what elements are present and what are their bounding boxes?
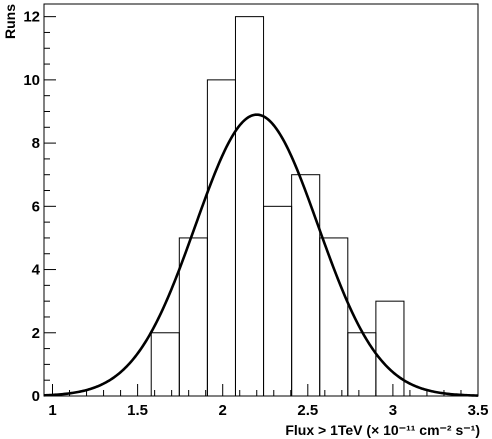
histogram-bar bbox=[206, 79, 236, 397]
histogram-bar bbox=[319, 237, 349, 397]
y-tick-label: 12 bbox=[23, 9, 40, 26]
y-tick-label: 10 bbox=[23, 72, 40, 89]
x-tick-label: 1 bbox=[48, 402, 56, 419]
x-axis-ticks: 1 1.5 2 2.5 3 3.5 bbox=[48, 384, 488, 419]
histogram-bar bbox=[347, 332, 377, 397]
x-tick-label: 3 bbox=[389, 402, 397, 419]
y-tick-label: 4 bbox=[32, 262, 41, 279]
y-tick-label: 8 bbox=[32, 135, 40, 152]
x-tick-label: 3.5 bbox=[468, 402, 489, 419]
x-tick-label: 2 bbox=[219, 402, 227, 419]
x-axis-title: Flux > 1TeV (× 10⁻¹¹ cm⁻² s⁻¹) bbox=[285, 422, 480, 438]
histogram-bar bbox=[150, 332, 180, 397]
histogram-bar bbox=[263, 205, 293, 397]
gaussian-fit bbox=[43, 113, 479, 397]
plot-frame bbox=[43, 3, 479, 397]
x-tick-label: 1.5 bbox=[127, 402, 148, 419]
x-tick-label: 2.5 bbox=[297, 402, 318, 419]
histogram-bar bbox=[375, 300, 405, 397]
y-tick-label: 2 bbox=[32, 325, 40, 342]
fit-curve bbox=[43, 113, 479, 397]
histogram-bar bbox=[291, 174, 321, 397]
histogram-bar bbox=[234, 16, 265, 397]
y-tick-label: 6 bbox=[32, 198, 40, 215]
y-axis-title: Runs bbox=[2, 4, 18, 39]
y-axis-ticks: 0 2 4 6 8 10 12 bbox=[23, 9, 56, 405]
plot-border bbox=[43, 3, 479, 397]
y-tick-label: 0 bbox=[32, 388, 40, 405]
